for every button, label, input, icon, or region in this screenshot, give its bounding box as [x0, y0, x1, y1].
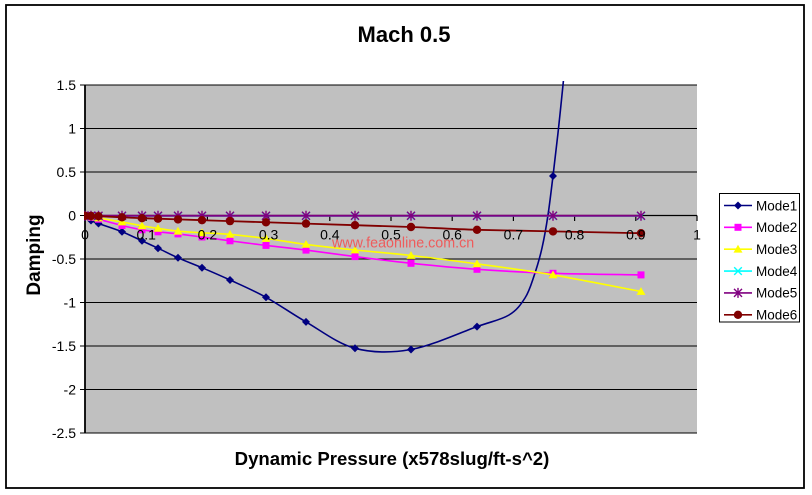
- svg-text:0: 0: [68, 208, 76, 224]
- svg-text:Mode3: Mode3: [756, 242, 797, 257]
- svg-text:0.7: 0.7: [504, 227, 524, 243]
- svg-text:0.9: 0.9: [626, 227, 646, 243]
- svg-text:1: 1: [693, 227, 701, 243]
- svg-text:0.5: 0.5: [381, 227, 401, 243]
- svg-text:Dynamic Pressure (x578slug/ft-: Dynamic Pressure (x578slug/ft-s^2): [235, 448, 550, 469]
- svg-text:www.feaonline.com.cn: www.feaonline.com.cn: [331, 236, 474, 252]
- svg-text:Mode4: Mode4: [756, 264, 798, 279]
- svg-text:Mode1: Mode1: [756, 198, 797, 213]
- svg-text:-0.5: -0.5: [52, 251, 76, 267]
- svg-text:Damping: Damping: [24, 214, 45, 295]
- svg-text:Mode6: Mode6: [756, 308, 797, 323]
- svg-text:0.8: 0.8: [565, 227, 585, 243]
- svg-text:-2: -2: [64, 382, 77, 398]
- svg-text:Mach 0.5: Mach 0.5: [358, 22, 451, 47]
- svg-text:1.5: 1.5: [57, 77, 77, 93]
- svg-text:0: 0: [81, 227, 89, 243]
- svg-text:-2.5: -2.5: [52, 425, 76, 441]
- svg-text:-1.5: -1.5: [52, 338, 76, 354]
- svg-text:Mode5: Mode5: [756, 286, 797, 301]
- svg-text:0.3: 0.3: [259, 227, 279, 243]
- svg-text:0.5: 0.5: [57, 164, 77, 180]
- svg-text:0.4: 0.4: [320, 227, 340, 243]
- svg-text:0.6: 0.6: [442, 227, 462, 243]
- svg-text:1: 1: [68, 121, 76, 137]
- svg-text:0.1: 0.1: [136, 227, 156, 243]
- svg-text:Mode2: Mode2: [756, 220, 797, 235]
- svg-text:0.2: 0.2: [198, 227, 218, 243]
- svg-text:-1: -1: [64, 295, 77, 311]
